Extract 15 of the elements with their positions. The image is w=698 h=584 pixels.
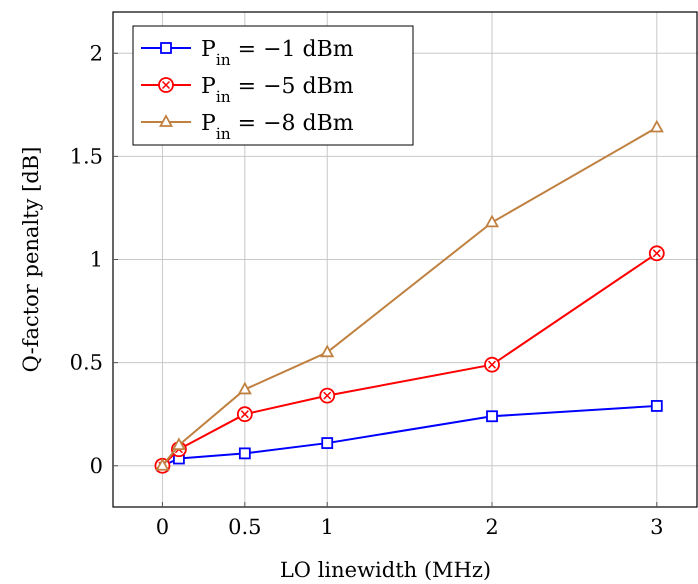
y-tick-label: 1.5 (70, 144, 103, 168)
y-tick-label: 0.5 (70, 350, 103, 375)
x-axis-title: LO linewidth (MHz) (280, 558, 492, 582)
x-tick-label: 3 (650, 515, 664, 539)
y-tick-label: 2 (90, 41, 103, 66)
x-tick-label: 2 (485, 515, 499, 539)
y-tick-label: 1 (90, 248, 103, 272)
y-axis-title: Q-factor penalty [dB] (19, 146, 43, 372)
x-tick-label: 0.5 (228, 515, 262, 539)
legend-label: P$_{in}$ = −5 dBm (201, 74, 354, 106)
legend-label: P$_{in}$ = −1 dBm (201, 37, 354, 69)
x-tick-label: 1 (320, 515, 334, 539)
x-tick-label: 0 (156, 515, 170, 539)
y-tick-label: 0 (90, 454, 103, 478)
legend-label: P$_{in}$ = −8 dBm (201, 111, 354, 143)
